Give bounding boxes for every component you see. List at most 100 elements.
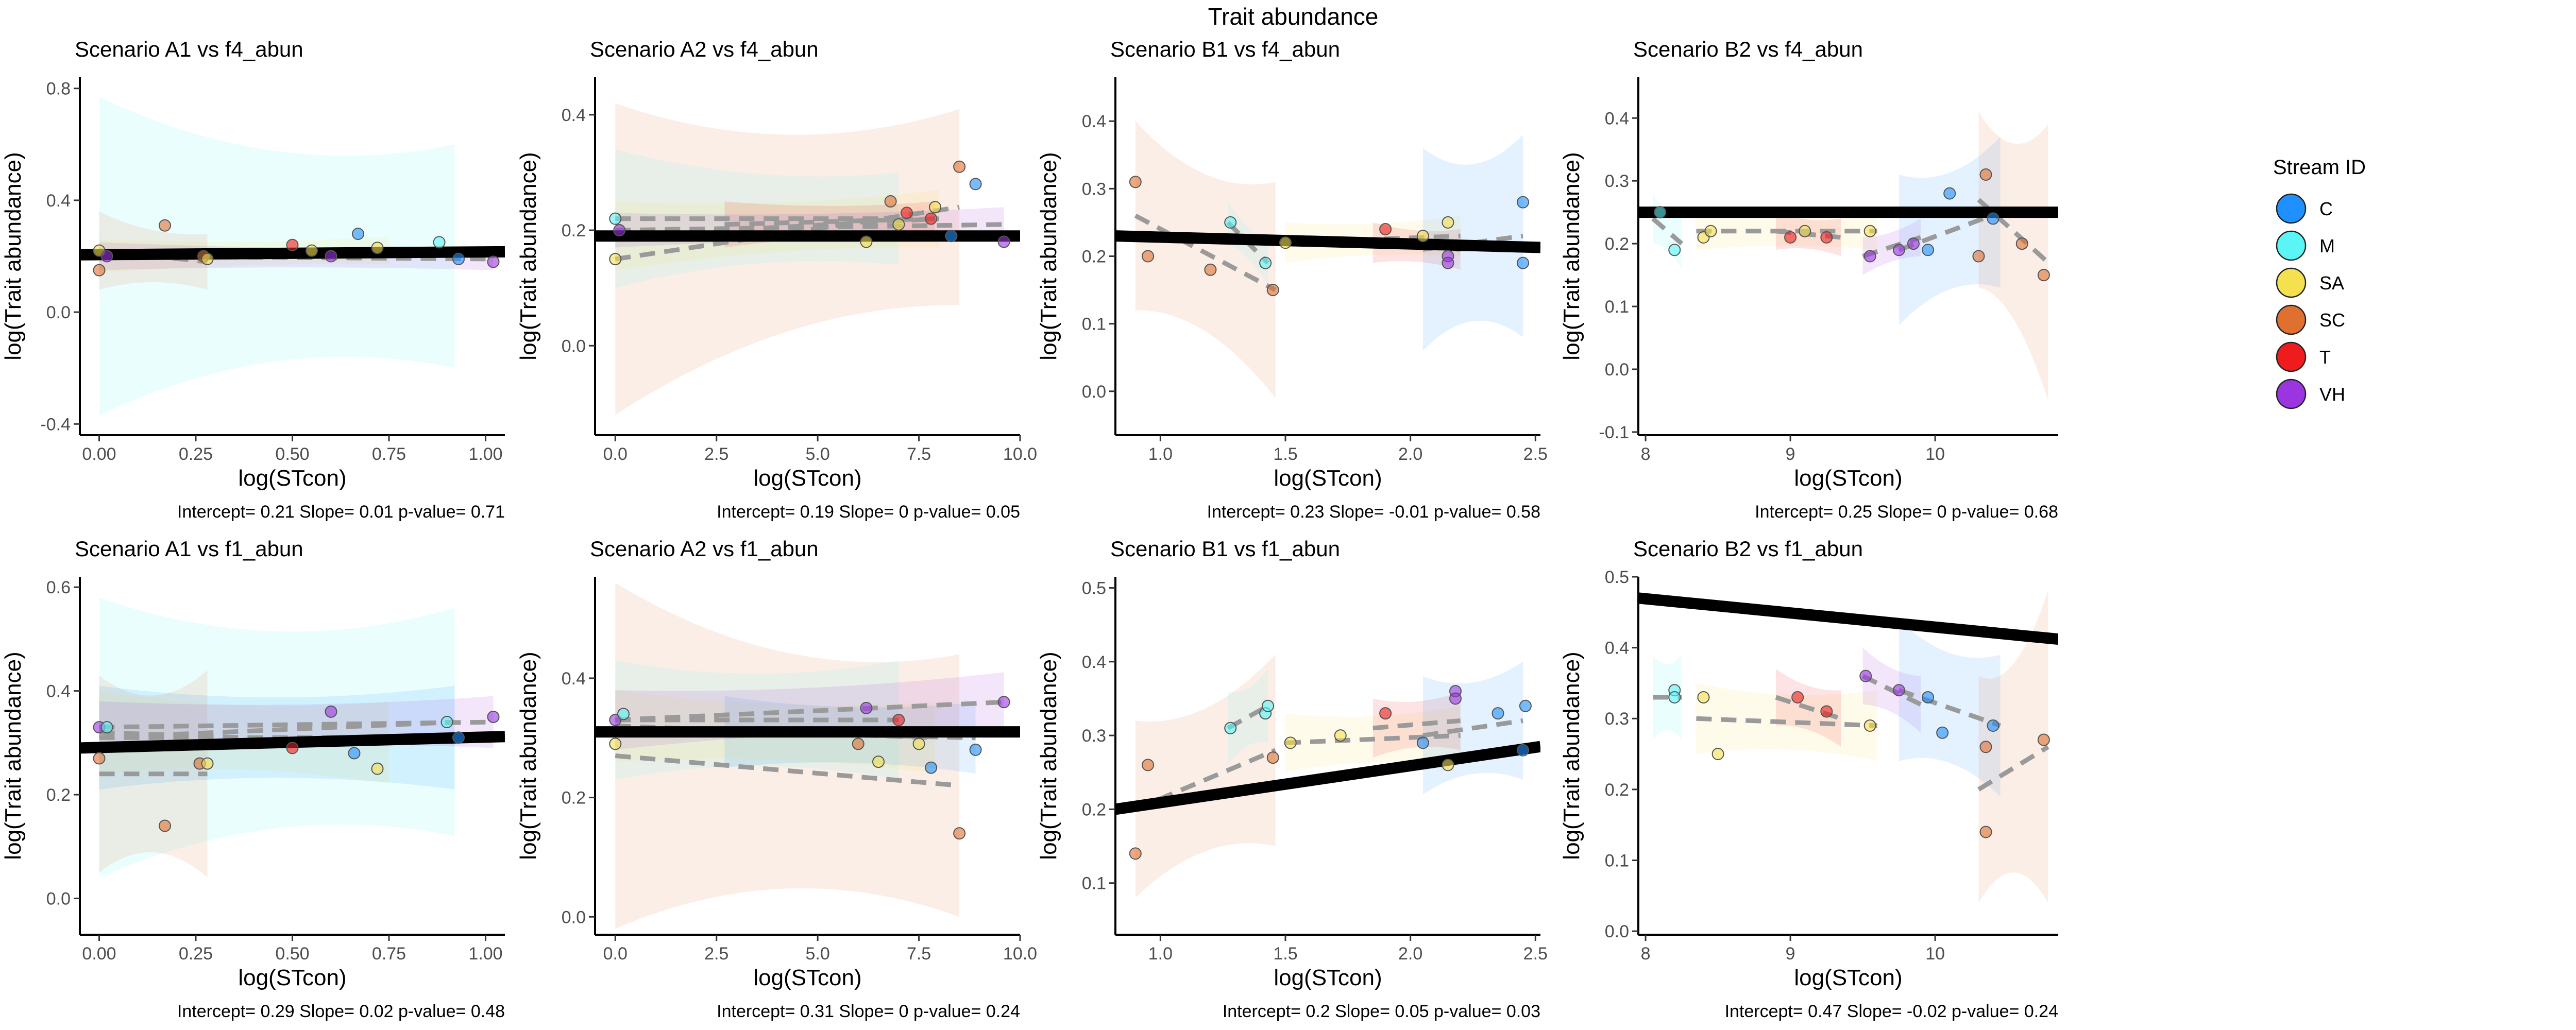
data-point-T [286,238,299,251]
legend-label-M: M [2319,235,2335,256]
panel-title: Scenario B2 vs f4_abun [1633,37,1863,61]
legend-swatch-T [2276,341,2307,372]
data-point-SA [306,244,318,257]
data-point-SC [2037,733,2050,746]
data-point-M [609,212,622,225]
legend-title: Stream ID [2273,156,2366,179]
legend-label-C: C [2319,198,2333,219]
x-tick-label: 1.0 [1148,944,1173,964]
y-tick-label: 0.0 [1605,922,1629,941]
y-tick-label: 0.0 [46,889,71,908]
data-point-T [1820,231,1833,244]
x-tick-label: 1.5 [1273,444,1297,464]
y-axis-label: log(Trait abundance) [1036,651,1061,860]
y-axis-label: log(Trait abundance) [516,651,541,860]
plot-area [1115,121,1540,398]
data-point-C [1416,736,1429,749]
y-tick-label: 0.3 [1605,709,1629,729]
data-point-VH [1442,256,1454,269]
data-point-M [1668,691,1681,703]
legend-label-SC: SC [2319,310,2345,331]
data-point-SC [884,195,897,208]
confidence-band-SA [99,691,389,784]
data-point-SA [1863,719,1876,732]
data-point-SA [1442,759,1454,771]
data-point-SC [1979,741,1992,753]
data-point-VH [997,696,1010,709]
plot-area [1638,112,2058,401]
confidence-band-M [1228,669,1268,765]
legend-swatch-SC [2276,304,2307,335]
x-tick-label: 2.5 [1523,444,1548,464]
data-point-T [1379,223,1392,236]
y-tick-label: 0.4 [1605,109,1629,128]
stats-caption: Intercept= 0.21 Slope= 0.01 p-value= 0.7… [177,502,505,522]
confidence-band-T [1372,691,1461,758]
data-point-SA [1442,216,1454,229]
group-fit-line-VH [615,699,1004,723]
chart-panel-8: Scenario B2 vs f1_abun 8 9 10 0.0 0.1 0.2 0.3 0.… [1559,537,2058,1021]
data-point-SC [2015,237,2028,250]
data-point-SC [159,219,171,232]
plot-area [595,103,1020,415]
y-tick-label: 0.1 [1605,851,1629,870]
data-point-M [617,708,630,720]
x-tick-label: 0.25 [179,444,213,464]
data-point-SA [201,757,214,770]
stats-caption: Intercept= 0.47 Slope= -0.02 p-value= 0.… [1725,1002,2058,1021]
data-point-C [1922,691,1935,703]
regression-line [1115,741,1540,815]
data-point-SC [93,752,106,765]
data-point-SC [1266,284,1279,297]
data-point-C [1936,726,1949,739]
y-tick-label: 0.3 [1605,171,1629,191]
y-tick-label: 0.2 [1082,247,1106,267]
data-point-C [452,252,465,265]
data-point-SA [609,253,622,266]
x-tick-label: 1.0 [1148,444,1173,464]
x-tick-label: 0.50 [275,444,309,464]
panel-title: Scenario B1 vs f4_abun [1110,37,1340,61]
data-point-C [1519,699,1532,712]
data-point-SC [1142,250,1155,263]
group-fit-line-T [1372,718,1461,731]
data-point-SA [872,756,885,768]
y-axis-label: log(Trait abundance) [1,651,26,860]
y-tick-label: 0.1 [1082,315,1106,334]
y-tick-label: 0.4 [1605,639,1629,658]
data-point-SA [371,242,384,254]
data-point-VH [613,224,626,237]
data-point-VH [1863,250,1876,263]
data-point-C [969,178,982,191]
legend-swatch-M [2276,230,2307,261]
data-point-SA [371,762,384,775]
data-point-T [1791,691,1804,703]
x-tick-label: 0.00 [82,444,116,464]
legend-label-T: T [2319,347,2331,368]
legend-label-VH: VH [2319,384,2345,405]
y-axis-label: log(Trait abundance) [1036,152,1061,360]
data-point-SA [1863,225,1876,237]
data-point-SA [912,737,925,750]
x-tick-label: 0.25 [179,944,213,964]
data-point-T [1820,705,1833,718]
legend-swatch-C [2276,193,2307,224]
stats-caption: Intercept= 0.31 Slope= 0 p-value= 0.24 [717,1002,1020,1021]
confidence-band-SC [1978,591,2048,903]
data-point-VH [997,235,1010,248]
chart-panel-2: Scenario A2 vs f4_abun 0.0 2.5 5.0 7.5 10.0 0.… [516,37,1037,522]
y-tick-label: 0.2 [1605,234,1629,254]
data-point-C [1987,212,1999,225]
stats-caption: Intercept= 0.2 Slope= 0.05 p-value= 0.03 [1223,1002,1540,1021]
x-axis-label: log(STcon) [1274,965,1382,990]
stats-caption: Intercept= 0.23 Slope= -0.01 p-value= 0.… [1207,502,1540,522]
chart-panel-5: Scenario A1 vs f1_abun 0.00 0.25 0.50 0.75 1.… [1,537,505,1021]
y-tick-label: 0.1 [1082,874,1106,894]
chart-panel-3: Scenario B1 vs f4_abun 1.0 1.5 2.0 2.5 0.0 0.1… [1036,37,1548,522]
data-point-T [925,212,938,225]
y-tick-label: 0.4 [1082,653,1106,672]
y-tick-label: 0.8 [46,79,71,99]
data-point-M [440,716,453,729]
panel-title: Scenario A1 vs f4_abun [75,37,303,61]
x-axis-label: log(STcon) [1794,466,1902,491]
